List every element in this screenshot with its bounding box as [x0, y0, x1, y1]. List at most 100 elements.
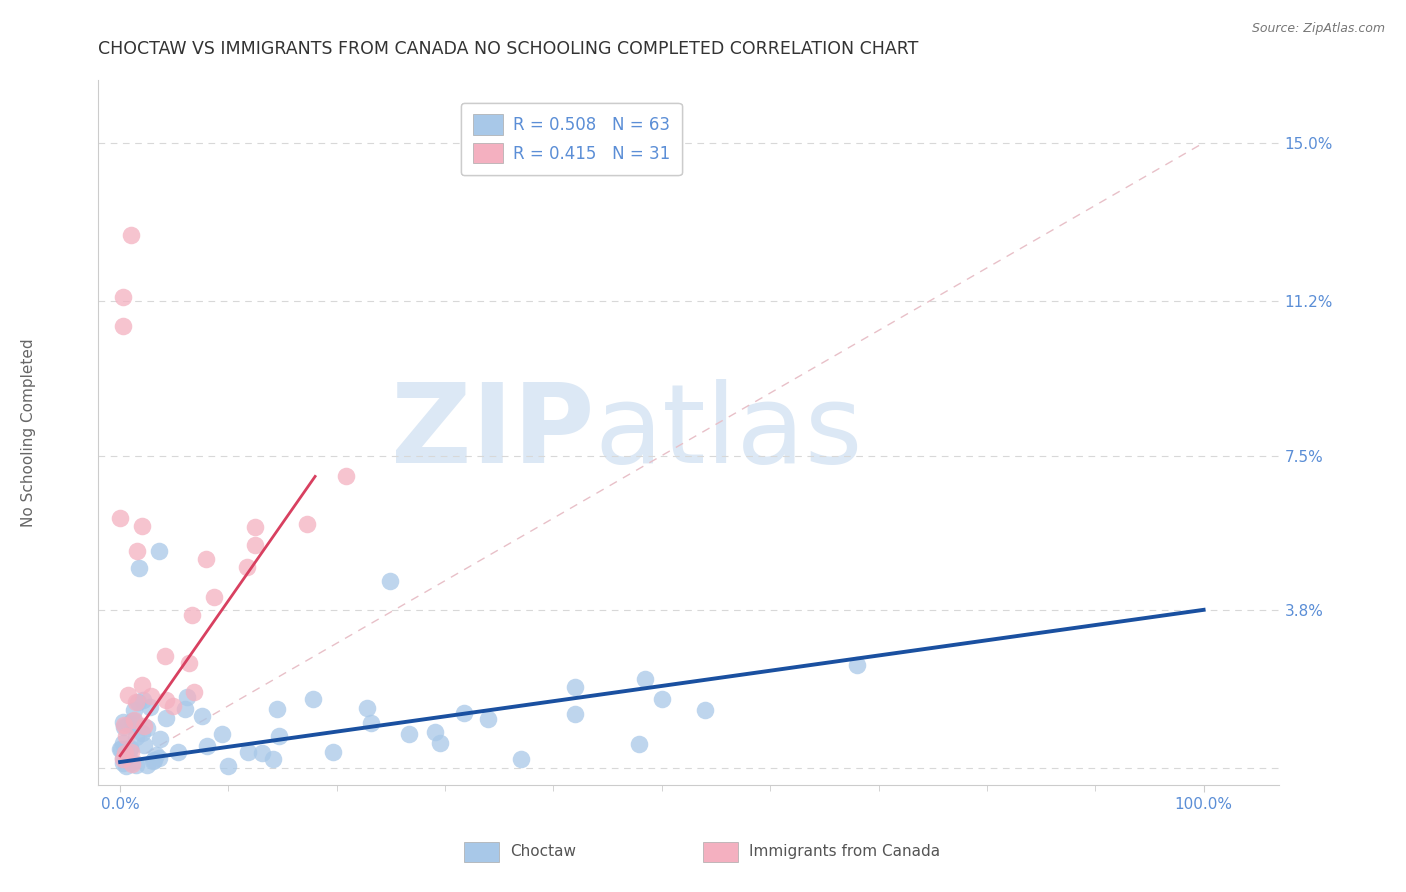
Point: [202, 590, 225, 604]
Point: [267, 730, 290, 744]
Point: [121, 714, 143, 728]
Point: [183, 685, 205, 699]
Text: Source: ZipAtlas.com: Source: ZipAtlas.com: [1251, 22, 1385, 36]
Point: [695, 703, 717, 717]
Point: [173, 702, 195, 716]
Point: [453, 706, 475, 721]
Point: [425, 725, 447, 739]
Point: [121, 755, 143, 769]
Y-axis label: No Schooling Completed: No Schooling Completed: [21, 338, 37, 527]
Point: [110, 511, 132, 525]
Point: [148, 544, 170, 558]
Point: [510, 752, 533, 766]
Point: [136, 721, 159, 735]
Point: [117, 717, 139, 731]
Text: Choctaw: Choctaw: [510, 845, 576, 859]
Point: [155, 711, 177, 725]
Point: [122, 714, 145, 729]
Point: [112, 736, 135, 750]
Point: [628, 737, 651, 751]
Point: [243, 520, 266, 534]
Point: [131, 725, 153, 739]
Point: [115, 758, 138, 772]
Point: [142, 754, 165, 768]
Point: [132, 693, 155, 707]
Point: [845, 657, 868, 672]
Point: [142, 753, 165, 767]
Point: [162, 698, 184, 713]
Point: [118, 741, 141, 756]
Point: [131, 678, 153, 692]
Point: [114, 742, 136, 756]
Point: [112, 319, 135, 334]
Point: [125, 730, 148, 744]
Point: [139, 689, 162, 703]
Point: [238, 745, 260, 759]
Point: [132, 738, 155, 752]
Text: CHOCTAW VS IMMIGRANTS FROM CANADA NO SCHOOLING COMPLETED CORRELATION CHART: CHOCTAW VS IMMIGRANTS FROM CANADA NO SCH…: [98, 40, 918, 58]
Point: [127, 695, 149, 709]
Point: [335, 469, 357, 483]
Point: [134, 719, 156, 733]
Point: [176, 690, 198, 705]
Point: [122, 703, 145, 717]
Point: [139, 699, 162, 714]
Point: [398, 727, 420, 741]
Point: [429, 736, 451, 750]
Point: [136, 758, 159, 772]
Point: [125, 695, 148, 709]
Point: [128, 561, 150, 575]
Point: [114, 746, 136, 760]
Point: [118, 742, 141, 756]
Point: [564, 680, 586, 694]
Point: [191, 709, 214, 723]
Point: [250, 747, 273, 761]
Point: [651, 691, 673, 706]
Point: [322, 745, 344, 759]
Point: [112, 751, 135, 765]
Point: [117, 688, 139, 702]
Point: [477, 712, 499, 726]
Point: [112, 720, 135, 734]
Point: [155, 693, 177, 707]
Point: [155, 648, 177, 663]
Point: [301, 691, 323, 706]
Point: [181, 607, 204, 622]
Point: [124, 758, 146, 772]
Point: [121, 757, 143, 772]
Point: [360, 716, 382, 731]
Point: [266, 702, 288, 716]
Point: [564, 706, 586, 721]
Point: [243, 538, 266, 552]
Point: [111, 290, 134, 304]
Point: [177, 656, 200, 670]
Point: [236, 559, 259, 574]
Point: [148, 751, 170, 765]
Point: [125, 544, 148, 558]
Point: [262, 752, 284, 766]
Point: [211, 727, 233, 741]
Point: [112, 717, 135, 731]
Point: [195, 551, 218, 566]
Point: [120, 744, 142, 758]
Point: [167, 745, 190, 759]
Point: [114, 729, 136, 743]
Point: [380, 574, 402, 588]
Point: [111, 750, 134, 764]
Point: [195, 739, 218, 754]
Point: [112, 756, 135, 771]
Point: [131, 519, 153, 533]
Text: Immigrants from Canada: Immigrants from Canada: [749, 845, 941, 859]
Point: [295, 516, 318, 531]
Point: [148, 731, 170, 746]
Text: atlas: atlas: [595, 379, 863, 486]
Point: [122, 714, 145, 728]
Text: ZIP: ZIP: [391, 379, 595, 486]
Point: [145, 748, 167, 763]
Point: [217, 759, 239, 773]
Point: [111, 714, 134, 729]
Legend: R = 0.508   N = 63, R = 0.415   N = 31: R = 0.508 N = 63, R = 0.415 N = 31: [461, 103, 682, 175]
Point: [110, 742, 132, 756]
Point: [110, 742, 132, 756]
Point: [356, 701, 378, 715]
